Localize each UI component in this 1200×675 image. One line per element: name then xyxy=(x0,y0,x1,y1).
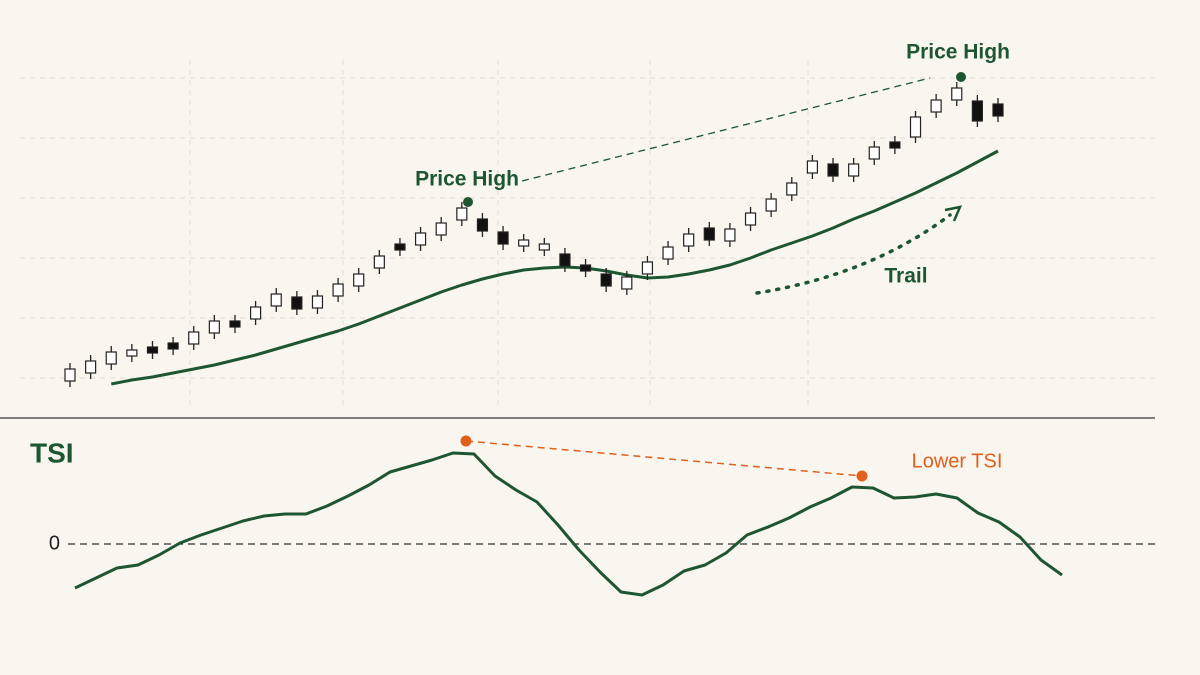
tsi-dot xyxy=(460,435,472,447)
candle-body xyxy=(146,346,159,354)
grid xyxy=(20,60,1155,410)
candle-body xyxy=(641,261,654,275)
candle-body xyxy=(105,351,117,365)
candle-body xyxy=(85,360,97,374)
candle-body xyxy=(600,273,612,287)
divergence-line xyxy=(521,77,931,182)
high-dot xyxy=(956,72,966,82)
y-tick-label: 0 xyxy=(49,532,60,554)
candle-body xyxy=(518,239,530,247)
annotation: Lower TSI xyxy=(912,450,1003,472)
tsi-line xyxy=(74,451,1063,597)
annotation: Price High xyxy=(415,168,519,191)
candle-body xyxy=(744,212,757,226)
candle-body xyxy=(868,146,880,160)
candle-body xyxy=(951,87,963,101)
candle-body xyxy=(930,99,942,113)
candle-body xyxy=(270,293,282,307)
trail-label: Trail xyxy=(884,265,927,288)
candle-body xyxy=(414,232,427,246)
candle-body xyxy=(971,100,983,122)
candle-body xyxy=(559,253,571,267)
candle-body xyxy=(332,283,344,297)
trail-arrow xyxy=(755,213,952,295)
candle-body xyxy=(621,276,633,290)
candle-body xyxy=(889,141,901,149)
tsi-dot xyxy=(856,470,868,482)
candle-body xyxy=(394,243,406,251)
candle-body xyxy=(373,255,385,269)
candle-body xyxy=(765,198,777,212)
candle-body xyxy=(703,227,715,241)
divergence-line xyxy=(465,440,863,477)
candle-body xyxy=(909,116,922,138)
candle-body xyxy=(250,306,262,320)
candle-body xyxy=(786,182,798,196)
candle-body xyxy=(992,103,1004,117)
candle-body xyxy=(167,342,179,350)
candle-body xyxy=(497,231,509,245)
tsi-title: TSI xyxy=(30,437,74,468)
candle-body xyxy=(311,295,324,309)
candle-body xyxy=(456,207,468,221)
candle-body xyxy=(208,320,220,334)
candle-body xyxy=(188,331,200,345)
candle-body xyxy=(806,160,819,174)
candle-body xyxy=(724,228,736,242)
candle-body xyxy=(827,163,839,177)
candle-body xyxy=(291,296,303,310)
annotation: Price High xyxy=(906,41,1010,64)
candle-body xyxy=(662,246,674,260)
candle-body xyxy=(126,349,138,357)
high-dot xyxy=(463,197,473,207)
candle-body xyxy=(435,222,447,236)
trail-line xyxy=(110,149,999,386)
candle-body xyxy=(353,273,365,287)
arrow-head xyxy=(944,205,963,222)
candle-body xyxy=(64,368,76,382)
candle-body xyxy=(229,320,241,328)
candle-body xyxy=(848,163,860,177)
candle-body xyxy=(476,218,489,232)
candle-body xyxy=(538,243,550,251)
candle-body xyxy=(579,264,592,272)
candle-body xyxy=(683,233,695,247)
